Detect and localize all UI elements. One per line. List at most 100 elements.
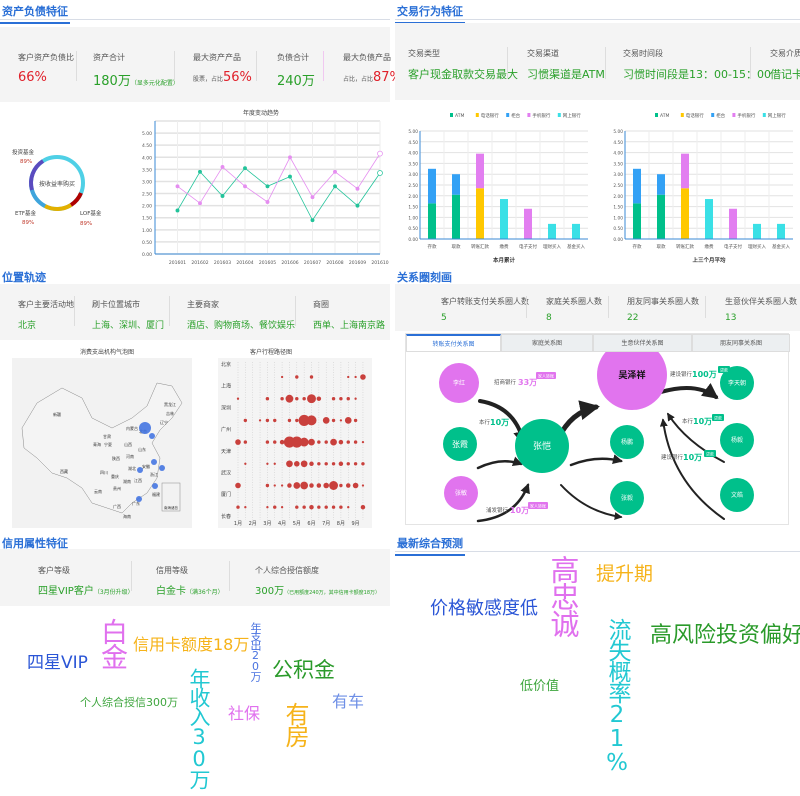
node <box>515 419 569 473</box>
data-point <box>355 186 360 191</box>
data-point <box>198 201 202 206</box>
scatter-point <box>309 375 314 379</box>
metric-value: 习惯渠道是ATM <box>527 68 605 81</box>
node-label: 李红 <box>453 379 465 387</box>
metric-max-asset: 最大资产产品 股票，占比56% <box>193 52 252 85</box>
scatter-point <box>280 397 284 401</box>
province-label: 贵州 <box>113 485 121 491</box>
metric-note: （满36个月） <box>186 589 224 596</box>
bar-segment <box>524 208 532 239</box>
bar-segment <box>633 203 641 239</box>
edge-amount: 10万 <box>683 453 702 462</box>
node-label: 张恺 <box>533 440 551 452</box>
scatter-point <box>279 439 285 445</box>
province-label: 陕西 <box>112 455 120 461</box>
scatter-point <box>295 418 299 423</box>
x-tick-label: 4月 <box>278 521 286 527</box>
province-label: 吉林 <box>166 410 174 416</box>
location-metrics-panel: 客户主要活动地 北京 刷卡位置城市 上海、深圳、厦门 主要商家 酒店、购物商场、餐饮娱… <box>0 284 390 340</box>
tab-friends[interactable]: 朋友同事关系图 <box>692 334 790 352</box>
scatter-point <box>308 438 315 446</box>
bar-segment <box>476 153 484 189</box>
metric-value: 13 <box>725 313 737 323</box>
data-point <box>243 184 247 189</box>
scatter-point <box>347 506 350 509</box>
metric-label: 客户转账支付关系圈人数 <box>441 297 529 306</box>
x-tick-label: 电子支付 <box>519 243 537 250</box>
word: 四星VIP <box>27 653 88 673</box>
word: 信用卡额度18万 <box>133 635 250 654</box>
x-tick-label: 取款 <box>452 243 461 250</box>
bubble <box>159 465 165 471</box>
scatter-point <box>295 375 299 379</box>
bar-segment <box>633 168 641 204</box>
edge-bank: 建设银行 <box>670 370 693 378</box>
metric-label: 最大资产产品 <box>193 53 241 62</box>
x-tick-label: 2月 <box>249 521 257 527</box>
province-label: 宁夏 <box>104 441 112 447</box>
scatter-point <box>294 461 300 467</box>
x-tick-label: 9月 <box>352 521 360 527</box>
metric-value: 5 <box>441 313 447 323</box>
bar-segment <box>657 194 665 239</box>
y-tick-label: 1.00 <box>408 215 418 221</box>
province-label: 安徽 <box>142 463 150 469</box>
y-tick-label: 3.50 <box>408 161 418 167</box>
bar-segment <box>428 168 436 204</box>
scatter-point <box>331 462 336 466</box>
y-tick-label: 3.00 <box>613 172 623 178</box>
scatter-point <box>322 417 330 424</box>
scatter-point <box>317 440 321 444</box>
donut-center-label: 按收益率购买 <box>39 180 75 188</box>
section-title: 资产负债特征 <box>0 1 70 24</box>
edge-bank: 招商银行 <box>494 378 517 386</box>
metric-value: 56% <box>223 70 252 85</box>
y-tick-label: 1.50 <box>613 205 623 211</box>
y-tick-label: 5.00 <box>408 129 418 135</box>
scatter-point <box>244 506 247 509</box>
y-tick-label: 天津 <box>221 448 231 455</box>
y-tick-label: 1.00 <box>142 228 152 234</box>
scatter-point <box>300 460 308 468</box>
word: 有车 <box>332 692 365 711</box>
tab-business[interactable]: 生意伙伴关系图 <box>593 334 692 352</box>
tab-transfer[interactable]: 转账支付关系图 <box>406 334 501 352</box>
scatter-point <box>265 397 270 401</box>
word: 有房 <box>281 702 309 746</box>
x-tick-label: 5月 <box>293 521 301 527</box>
x-tick-label: 转账汇款 <box>471 243 489 250</box>
scatter-point <box>273 505 277 509</box>
asset-metrics-panel: 客户资产负债比 66% 资产合计 180万（显多元化配置） 最大资产产品 股票，占比5… <box>0 27 402 102</box>
metric-value: 北京 <box>18 321 37 331</box>
node-label: 张敏 <box>455 489 467 497</box>
node <box>443 427 477 461</box>
x-tick-label: 7月 <box>322 521 330 527</box>
metric-max-liability: 最大负债产品 占比，占比87% <box>343 52 402 85</box>
scatter-point <box>273 440 277 444</box>
donut-label: LOF基金 <box>80 209 102 217</box>
x-tick-label: 201609 <box>349 260 366 266</box>
scatter-point <box>295 505 299 509</box>
section-title: 最新综合预测 <box>395 533 465 556</box>
metric-friend-circle: 朋友同事关系圈人数 22 <box>627 296 699 323</box>
x-tick-label: 理财买入 <box>748 243 766 250</box>
data-point <box>220 194 225 198</box>
bar-segment <box>572 223 580 239</box>
node <box>720 366 754 400</box>
node <box>720 478 754 512</box>
y-tick-label: 厦门 <box>221 491 231 498</box>
data-point <box>377 150 383 157</box>
node-label: 杨鹏 <box>621 438 633 446</box>
tab-family[interactable]: 家庭关系图 <box>501 334 593 352</box>
scatter-point <box>307 394 316 404</box>
scatter-point <box>346 483 351 488</box>
data-point <box>355 203 360 208</box>
scatter-point <box>244 462 247 465</box>
metric-value: 22 <box>627 313 639 323</box>
y-tick-label: 4.00 <box>613 151 623 157</box>
node <box>439 363 479 403</box>
province-label: 山西 <box>124 441 132 447</box>
scatter-point <box>299 437 309 447</box>
edge <box>569 454 623 467</box>
x-tick-label: 取款 <box>657 243 666 250</box>
